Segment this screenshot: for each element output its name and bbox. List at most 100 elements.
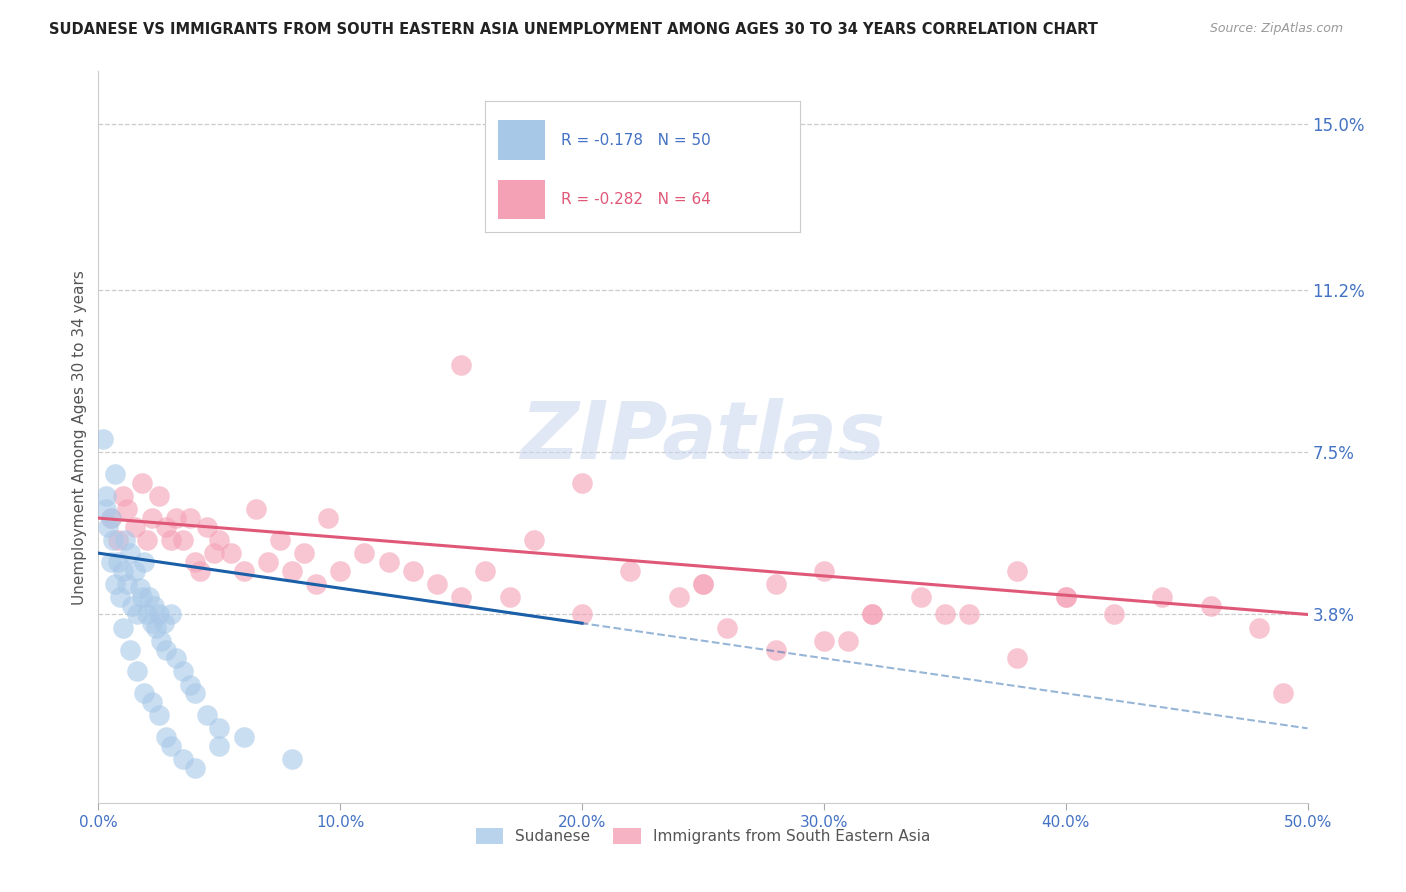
Point	[474, 564, 496, 578]
Point	[1272, 686, 1295, 700]
Point	[108, 590, 131, 604]
Point	[523, 533, 546, 547]
Point	[837, 633, 859, 648]
Point	[135, 607, 157, 622]
Point	[160, 607, 183, 622]
Point	[692, 576, 714, 591]
Point	[165, 651, 187, 665]
Point	[765, 576, 787, 591]
Point	[150, 633, 173, 648]
Point	[91, 432, 114, 446]
Point	[195, 708, 218, 723]
Text: SUDANESE VS IMMIGRANTS FROM SOUTH EASTERN ASIA UNEMPLOYMENT AMONG AGES 30 TO 34 : SUDANESE VS IMMIGRANTS FROM SOUTH EASTER…	[49, 22, 1098, 37]
Point	[184, 686, 207, 700]
Point	[204, 546, 226, 560]
Point	[114, 533, 136, 547]
Point	[104, 467, 127, 482]
Point	[135, 533, 157, 547]
Point	[111, 489, 134, 503]
Point	[184, 555, 207, 569]
Point	[402, 564, 425, 578]
Point	[141, 695, 163, 709]
Point	[221, 546, 243, 560]
Point	[353, 546, 375, 560]
Point	[100, 555, 122, 569]
Point	[1249, 621, 1271, 635]
Point	[208, 533, 231, 547]
Point	[377, 555, 399, 569]
Point	[104, 576, 127, 591]
Legend: Sudanese, Immigrants from South Eastern Asia: Sudanese, Immigrants from South Eastern …	[470, 822, 936, 850]
Point	[179, 511, 201, 525]
Point	[127, 607, 149, 622]
Point	[813, 564, 835, 578]
Point	[100, 511, 122, 525]
Point	[155, 730, 177, 744]
Point	[305, 576, 328, 591]
Point	[141, 616, 163, 631]
Point	[138, 590, 160, 604]
Point	[957, 607, 980, 622]
Point	[1102, 607, 1125, 622]
Point	[118, 546, 141, 560]
Point	[155, 520, 177, 534]
Point	[1054, 590, 1077, 604]
Y-axis label: Unemployment Among Ages 30 to 34 years: Unemployment Among Ages 30 to 34 years	[72, 269, 87, 605]
Point	[131, 590, 153, 604]
Point	[172, 533, 194, 547]
Point	[117, 576, 139, 591]
Point	[498, 590, 520, 604]
Point	[160, 739, 183, 753]
Point	[155, 642, 177, 657]
Point	[934, 607, 956, 622]
Point	[813, 633, 835, 648]
Point	[195, 520, 218, 534]
Point	[316, 511, 339, 525]
Point	[208, 739, 231, 753]
Point	[281, 564, 304, 578]
Point	[692, 576, 714, 591]
Point	[100, 511, 122, 525]
Point	[128, 581, 150, 595]
Point	[134, 555, 156, 569]
Point	[426, 576, 449, 591]
Point	[127, 665, 149, 679]
Point	[107, 555, 129, 569]
Point	[910, 590, 932, 604]
Point	[165, 511, 187, 525]
Point	[269, 533, 291, 547]
Point	[329, 564, 352, 578]
Point	[245, 502, 267, 516]
Point	[97, 520, 120, 534]
Point	[145, 621, 167, 635]
Point	[152, 616, 174, 631]
Point	[148, 607, 170, 622]
Point	[111, 564, 134, 578]
Point	[208, 722, 231, 736]
Point	[281, 752, 304, 766]
Point	[94, 502, 117, 516]
Point	[450, 590, 472, 604]
Point	[232, 564, 254, 578]
Point	[117, 502, 139, 516]
Point	[292, 546, 315, 560]
Point	[1007, 651, 1029, 665]
Point	[118, 642, 141, 657]
Text: Source: ZipAtlas.com: Source: ZipAtlas.com	[1209, 22, 1343, 36]
Point	[716, 621, 738, 635]
Point	[131, 476, 153, 491]
Point	[184, 761, 207, 775]
Point	[172, 752, 194, 766]
Point	[188, 564, 211, 578]
Point	[160, 533, 183, 547]
Point	[111, 621, 134, 635]
Point	[450, 358, 472, 372]
Point	[101, 533, 124, 547]
Point	[571, 476, 593, 491]
Point	[668, 590, 690, 604]
Point	[124, 564, 146, 578]
Point	[148, 489, 170, 503]
Text: ZIPatlas: ZIPatlas	[520, 398, 886, 476]
Point	[1199, 599, 1222, 613]
Point	[121, 599, 143, 613]
